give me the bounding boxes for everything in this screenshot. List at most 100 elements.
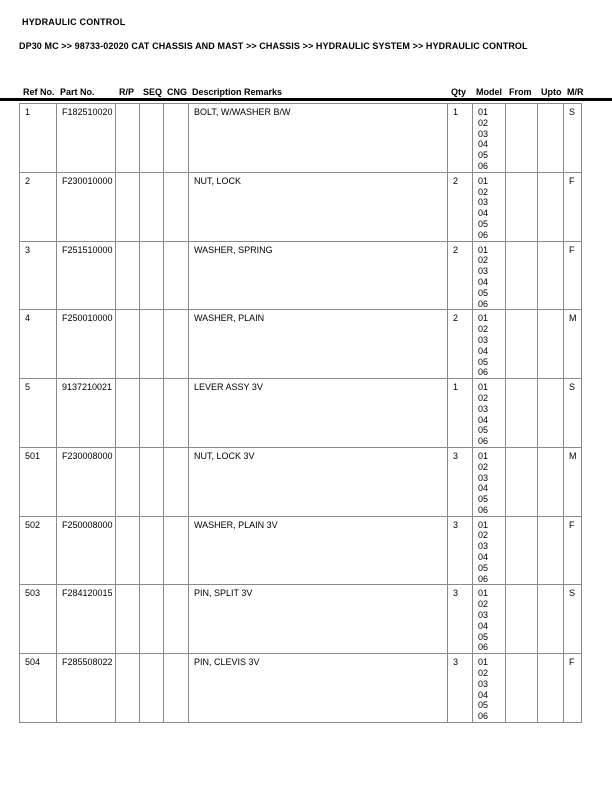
column-header-cng: CNG bbox=[167, 87, 187, 97]
cell-model: 01 02 03 04 05 06 bbox=[472, 103, 506, 173]
cell-description: PIN, SPLIT 3V bbox=[188, 584, 448, 655]
cell-ref-no: 504 bbox=[19, 653, 57, 724]
cell-from bbox=[505, 309, 538, 380]
table-row: 504 F285508022 PIN, CLEVIS 3V 3 01 02 03… bbox=[19, 653, 582, 724]
cell-cng bbox=[163, 515, 189, 586]
cell-mr: M bbox=[563, 446, 582, 517]
cell-mr: F bbox=[563, 240, 582, 311]
cell-description: PIN, CLEVIS 3V bbox=[188, 653, 448, 724]
cell-mr: S bbox=[563, 378, 582, 448]
cell-description: NUT, LOCK bbox=[188, 171, 448, 242]
cell-part-no: F230008000 bbox=[56, 446, 116, 517]
cell-qty: 3 bbox=[447, 584, 473, 655]
cell-mr: S bbox=[563, 584, 582, 655]
cell-part-no: F284120015 bbox=[56, 584, 116, 655]
cell-part-no: F285508022 bbox=[56, 653, 116, 724]
cell-upto bbox=[537, 240, 564, 311]
cell-seq bbox=[139, 653, 164, 724]
cell-qty: 3 bbox=[447, 653, 473, 724]
cell-description: WASHER, SPRING bbox=[188, 240, 448, 311]
table-row: 503 F284120015 PIN, SPLIT 3V 3 01 02 03 … bbox=[19, 584, 582, 655]
cell-from bbox=[505, 446, 538, 517]
cell-ref-no: 3 bbox=[19, 240, 57, 311]
cell-seq bbox=[139, 584, 164, 655]
table-row: 5 9137210021 LEVER ASSY 3V 1 01 02 03 04… bbox=[19, 378, 582, 448]
cell-description: BOLT, W/WASHER B/W bbox=[188, 103, 448, 173]
cell-cng bbox=[163, 309, 189, 380]
cell-model: 01 02 03 04 05 06 bbox=[472, 653, 506, 724]
cell-from bbox=[505, 378, 538, 448]
cell-qty: 3 bbox=[447, 515, 473, 586]
cell-upto bbox=[537, 103, 564, 173]
cell-rp bbox=[115, 240, 140, 311]
cell-from bbox=[505, 103, 538, 173]
cell-from bbox=[505, 653, 538, 724]
cell-rp bbox=[115, 103, 140, 173]
cell-part-no: F182510020 bbox=[56, 103, 116, 173]
cell-upto bbox=[537, 378, 564, 448]
cell-rp bbox=[115, 309, 140, 380]
cell-part-no: F250010000 bbox=[56, 309, 116, 380]
cell-model: 01 02 03 04 05 06 bbox=[472, 171, 506, 242]
cell-qty: 2 bbox=[447, 171, 473, 242]
cell-model: 01 02 03 04 05 06 bbox=[472, 309, 506, 380]
cell-from bbox=[505, 240, 538, 311]
table-row: 1 F182510020 BOLT, W/WASHER B/W 1 01 02 … bbox=[19, 103, 582, 173]
cell-ref-no: 5 bbox=[19, 378, 57, 448]
column-header-description: Description Remarks bbox=[192, 87, 283, 97]
cell-ref-no: 1 bbox=[19, 103, 57, 173]
cell-cng bbox=[163, 240, 189, 311]
column-header-part-no: Part No. bbox=[60, 87, 95, 97]
cell-ref-no: 501 bbox=[19, 446, 57, 517]
header-divider bbox=[0, 98, 612, 101]
cell-upto bbox=[537, 584, 564, 655]
column-header-mr: M/R bbox=[567, 87, 584, 97]
table-row: 2 F230010000 NUT, LOCK 2 01 02 03 04 05 … bbox=[19, 171, 582, 242]
cell-ref-no: 503 bbox=[19, 584, 57, 655]
cell-cng bbox=[163, 653, 189, 724]
column-header-from: From bbox=[509, 87, 532, 97]
table-header-row: Ref No. Part No. R/P SEQ CNG Description… bbox=[19, 87, 594, 97]
column-header-seq: SEQ bbox=[143, 87, 163, 97]
cell-upto bbox=[537, 653, 564, 724]
cell-qty: 1 bbox=[447, 378, 473, 448]
table-row: 501 F230008000 NUT, LOCK 3V 3 01 02 03 0… bbox=[19, 446, 582, 517]
cell-mr: M bbox=[563, 309, 582, 380]
cell-part-no: 9137210021 bbox=[56, 378, 116, 448]
cell-rp bbox=[115, 515, 140, 586]
cell-seq bbox=[139, 446, 164, 517]
table-row: 3 F251510000 WASHER, SPRING 2 01 02 03 0… bbox=[19, 240, 582, 311]
cell-cng bbox=[163, 171, 189, 242]
cell-rp bbox=[115, 653, 140, 724]
table-row: 502 F250008000 WASHER, PLAIN 3V 3 01 02 … bbox=[19, 515, 582, 586]
cell-part-no: F250008000 bbox=[56, 515, 116, 586]
cell-mr: F bbox=[563, 515, 582, 586]
cell-rp bbox=[115, 446, 140, 517]
cell-mr: F bbox=[563, 171, 582, 242]
cell-from bbox=[505, 584, 538, 655]
cell-model: 01 02 03 04 05 06 bbox=[472, 378, 506, 448]
cell-mr: S bbox=[563, 103, 582, 173]
cell-ref-no: 2 bbox=[19, 171, 57, 242]
cell-part-no: F230010000 bbox=[56, 171, 116, 242]
cell-rp bbox=[115, 584, 140, 655]
cell-model: 01 02 03 04 05 06 bbox=[472, 240, 506, 311]
column-header-qty: Qty bbox=[451, 87, 467, 97]
cell-seq bbox=[139, 240, 164, 311]
cell-seq bbox=[139, 171, 164, 242]
cell-cng bbox=[163, 103, 189, 173]
cell-ref-no: 4 bbox=[19, 309, 57, 380]
cell-seq bbox=[139, 309, 164, 380]
cell-from bbox=[505, 171, 538, 242]
cell-seq bbox=[139, 515, 164, 586]
column-header-ref-no: Ref No. bbox=[23, 87, 55, 97]
cell-cng bbox=[163, 378, 189, 448]
cell-qty: 2 bbox=[447, 240, 473, 311]
cell-rp bbox=[115, 378, 140, 448]
cell-mr: F bbox=[563, 653, 582, 724]
cell-model: 01 02 03 04 05 06 bbox=[472, 446, 506, 517]
cell-qty: 1 bbox=[447, 103, 473, 173]
cell-part-no: F251510000 bbox=[56, 240, 116, 311]
column-header-model: Model bbox=[476, 87, 502, 97]
cell-upto bbox=[537, 171, 564, 242]
